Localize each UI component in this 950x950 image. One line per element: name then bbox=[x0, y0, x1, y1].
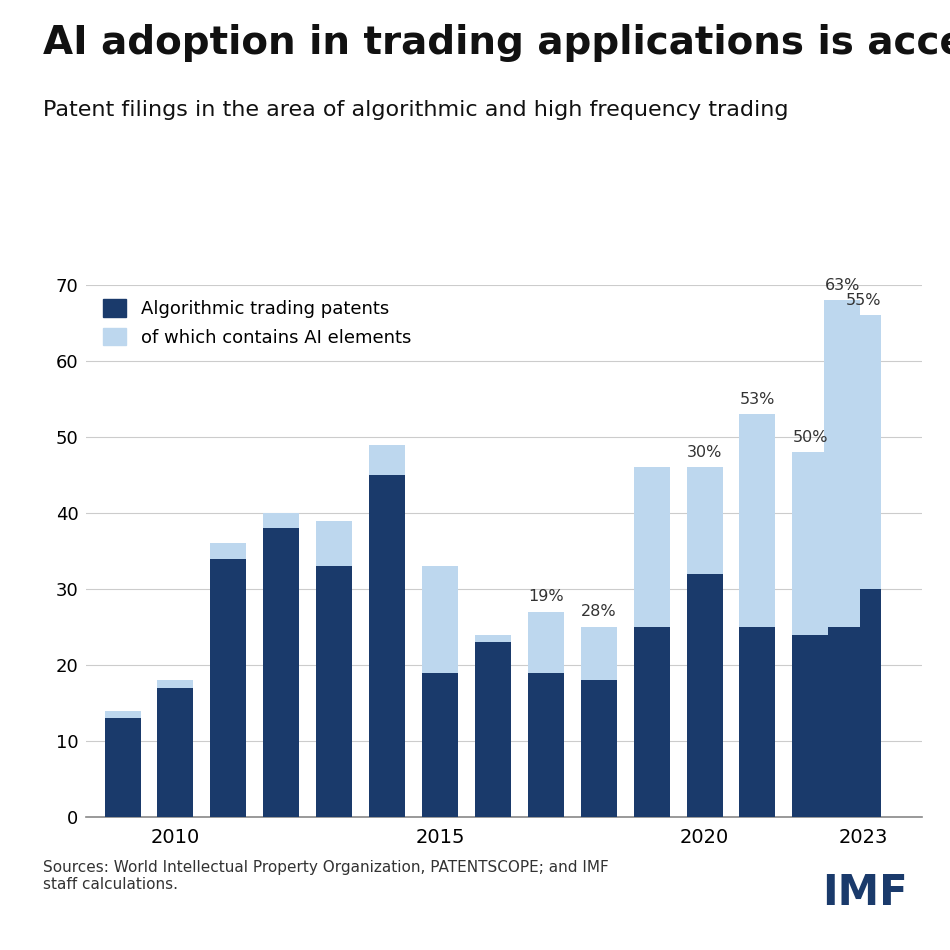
Text: 50%: 50% bbox=[792, 429, 828, 445]
Bar bbox=[475, 642, 511, 817]
Bar bbox=[263, 528, 299, 817]
Text: Patent filings in the area of algorithmic and high frequency trading: Patent filings in the area of algorithmi… bbox=[43, 100, 788, 120]
Text: 19%: 19% bbox=[528, 589, 563, 604]
Bar bbox=[210, 543, 246, 559]
Bar bbox=[687, 574, 723, 817]
Text: AI adoption in trading applications is accelerating: AI adoption in trading applications is a… bbox=[43, 24, 950, 62]
Bar bbox=[825, 627, 860, 817]
Bar bbox=[475, 635, 511, 642]
Bar bbox=[528, 612, 563, 673]
Bar bbox=[634, 627, 670, 817]
Text: 63%: 63% bbox=[825, 277, 860, 293]
Bar bbox=[316, 566, 352, 817]
Bar bbox=[580, 680, 617, 817]
Text: 53%: 53% bbox=[740, 391, 775, 407]
Bar bbox=[739, 414, 775, 627]
Bar bbox=[422, 673, 458, 817]
Bar bbox=[316, 521, 352, 566]
Bar bbox=[422, 566, 458, 673]
Bar bbox=[104, 718, 141, 817]
Bar bbox=[528, 673, 563, 817]
Legend: Algorithmic trading patents, of which contains AI elements: Algorithmic trading patents, of which co… bbox=[103, 299, 411, 347]
Bar bbox=[104, 711, 141, 718]
Text: IMF: IMF bbox=[822, 872, 907, 914]
Text: 55%: 55% bbox=[846, 293, 881, 308]
Bar bbox=[158, 680, 194, 688]
Bar bbox=[263, 513, 299, 528]
Bar bbox=[158, 688, 194, 817]
Bar bbox=[825, 300, 860, 627]
Bar bbox=[370, 445, 405, 475]
Text: Sources: World Intellectual Property Organization, PATENTSCOPE; and IMF
staff ca: Sources: World Intellectual Property Org… bbox=[43, 860, 609, 892]
Bar bbox=[210, 559, 246, 817]
Text: 30%: 30% bbox=[687, 445, 722, 460]
Bar bbox=[792, 452, 828, 635]
Bar bbox=[739, 627, 775, 817]
Text: 28%: 28% bbox=[581, 604, 617, 619]
Bar bbox=[846, 589, 882, 817]
Bar bbox=[580, 627, 617, 680]
Bar bbox=[792, 635, 828, 817]
Bar bbox=[370, 475, 405, 817]
Bar bbox=[846, 315, 882, 589]
Bar bbox=[687, 467, 723, 574]
Bar bbox=[634, 467, 670, 627]
